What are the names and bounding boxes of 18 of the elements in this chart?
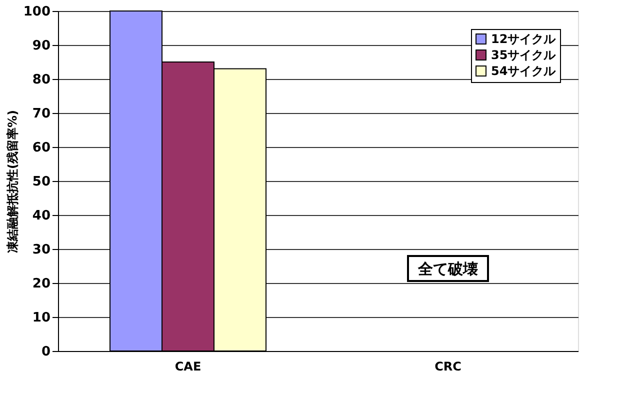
legend-label: 12サイクル (491, 32, 557, 46)
y-tick-label: 70 (32, 106, 50, 122)
y-tick-label: 10 (32, 310, 50, 326)
y-tick-label: 60 (32, 140, 50, 156)
y-tick-label: 30 (32, 242, 50, 258)
y-tick-label: 40 (32, 208, 50, 224)
y-tick-label: 80 (32, 72, 50, 88)
legend-label: 54サイクル (491, 64, 557, 78)
y-tick-label: 90 (32, 38, 50, 54)
x-tick-label: CRC (434, 360, 462, 374)
annotation: 全て破壊 (417, 260, 478, 278)
y-tick-label: 0 (41, 344, 50, 360)
legend-label: 35サイクル (491, 48, 557, 62)
x-tick-label: CAE (174, 360, 202, 374)
y-tick-label: 20 (32, 276, 50, 292)
y-tick-label: 50 (32, 174, 50, 190)
y-tick-label: 100 (23, 4, 50, 20)
y-axis-title: 凍結融解抵抗性(残留率%) (5, 110, 20, 253)
